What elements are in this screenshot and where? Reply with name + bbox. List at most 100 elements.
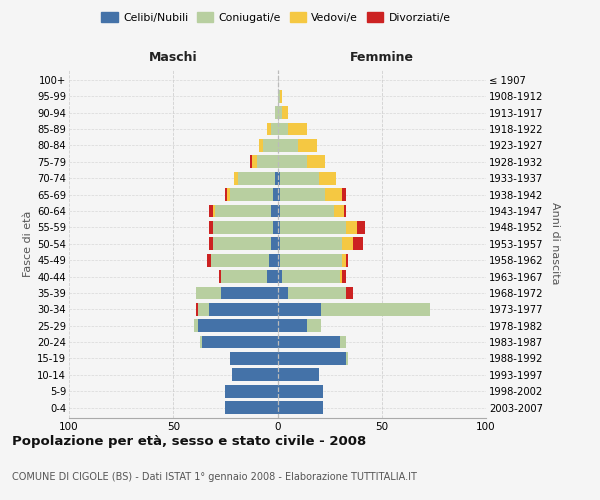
- Bar: [342, 188, 346, 201]
- Bar: [211, 254, 269, 266]
- Bar: [277, 368, 319, 382]
- Bar: [202, 336, 277, 348]
- Bar: [307, 320, 321, 332]
- Text: COMUNE DI CIGOLE (BS) - Dati ISTAT 1° gennaio 2008 - Elaborazione TUTTITALIA.IT: COMUNE DI CIGOLE (BS) - Dati ISTAT 1° ge…: [12, 472, 417, 482]
- Bar: [277, 286, 288, 300]
- Bar: [298, 139, 317, 152]
- Bar: [259, 139, 263, 152]
- Bar: [213, 221, 274, 234]
- Legend: Celibi/Nubili, Coniugati/e, Vedovi/e, Divorziati/e: Celibi/Nubili, Coniugati/e, Vedovi/e, Di…: [97, 8, 455, 27]
- Bar: [221, 270, 267, 283]
- Bar: [288, 286, 346, 300]
- Bar: [198, 320, 277, 332]
- Bar: [213, 238, 271, 250]
- Bar: [277, 139, 298, 152]
- Bar: [280, 254, 342, 266]
- Bar: [277, 172, 280, 184]
- Bar: [281, 106, 288, 119]
- Y-axis label: Fasce di età: Fasce di età: [23, 210, 33, 277]
- Bar: [230, 188, 274, 201]
- Bar: [277, 188, 280, 201]
- Bar: [342, 238, 353, 250]
- Bar: [253, 156, 257, 168]
- Bar: [275, 106, 277, 119]
- Bar: [271, 204, 277, 218]
- Bar: [277, 156, 307, 168]
- Bar: [226, 385, 277, 398]
- Bar: [280, 221, 346, 234]
- Bar: [340, 336, 346, 348]
- Bar: [209, 238, 213, 250]
- Bar: [340, 270, 342, 283]
- Bar: [277, 385, 323, 398]
- Bar: [280, 238, 342, 250]
- Bar: [267, 270, 277, 283]
- Bar: [277, 106, 281, 119]
- Bar: [219, 270, 221, 283]
- Bar: [250, 156, 253, 168]
- Bar: [277, 270, 281, 283]
- Bar: [209, 204, 213, 218]
- Bar: [226, 402, 277, 414]
- Text: Popolazione per età, sesso e stato civile - 2008: Popolazione per età, sesso e stato civil…: [12, 435, 366, 448]
- Bar: [277, 352, 346, 365]
- Bar: [277, 254, 280, 266]
- Bar: [280, 188, 325, 201]
- Y-axis label: Anni di nascita: Anni di nascita: [550, 202, 560, 285]
- Bar: [281, 270, 340, 283]
- Bar: [196, 286, 221, 300]
- Bar: [344, 204, 346, 218]
- Bar: [307, 156, 325, 168]
- Bar: [263, 139, 277, 152]
- Bar: [346, 352, 349, 365]
- Bar: [200, 336, 202, 348]
- Bar: [234, 172, 238, 184]
- Bar: [277, 221, 280, 234]
- Bar: [346, 254, 349, 266]
- Bar: [277, 336, 340, 348]
- Bar: [280, 90, 281, 102]
- Bar: [288, 122, 307, 136]
- Bar: [198, 303, 209, 316]
- Bar: [232, 368, 277, 382]
- Bar: [213, 204, 215, 218]
- Bar: [238, 172, 275, 184]
- Bar: [280, 172, 319, 184]
- Bar: [277, 204, 280, 218]
- Bar: [221, 286, 277, 300]
- Text: Femmine: Femmine: [350, 52, 414, 64]
- Text: Maschi: Maschi: [149, 52, 197, 64]
- Bar: [346, 286, 353, 300]
- Bar: [357, 221, 365, 234]
- Bar: [342, 254, 346, 266]
- Bar: [209, 303, 277, 316]
- Bar: [277, 402, 323, 414]
- Bar: [353, 238, 363, 250]
- Bar: [206, 254, 211, 266]
- Bar: [342, 270, 346, 283]
- Bar: [271, 122, 277, 136]
- Bar: [196, 303, 198, 316]
- Bar: [271, 238, 277, 250]
- Bar: [274, 188, 277, 201]
- Bar: [209, 221, 213, 234]
- Bar: [226, 188, 227, 201]
- Bar: [230, 352, 277, 365]
- Bar: [194, 320, 198, 332]
- Bar: [269, 254, 277, 266]
- Bar: [275, 172, 277, 184]
- Bar: [277, 303, 321, 316]
- Bar: [277, 122, 288, 136]
- Bar: [267, 122, 271, 136]
- Bar: [319, 172, 336, 184]
- Bar: [274, 221, 277, 234]
- Bar: [280, 204, 334, 218]
- Bar: [346, 221, 357, 234]
- Bar: [334, 204, 344, 218]
- Bar: [277, 238, 280, 250]
- Bar: [321, 303, 430, 316]
- Bar: [257, 156, 277, 168]
- Bar: [227, 188, 230, 201]
- Bar: [215, 204, 271, 218]
- Bar: [277, 90, 280, 102]
